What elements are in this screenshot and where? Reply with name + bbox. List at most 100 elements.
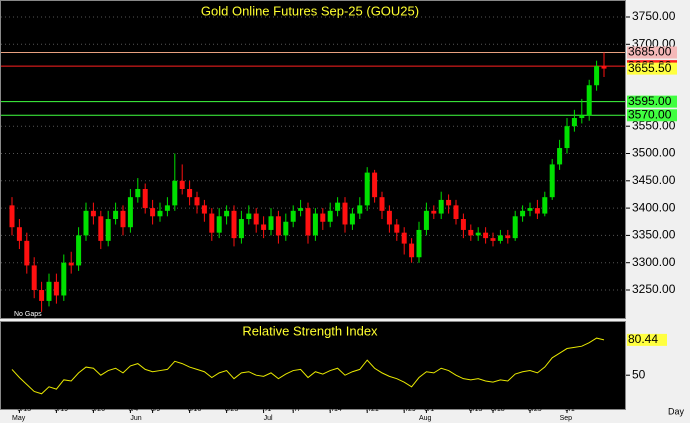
candle-body	[409, 243, 415, 258]
candle-body	[231, 210, 237, 239]
x-unit: Day	[668, 406, 685, 416]
level-label: 3685.00	[628, 45, 672, 59]
candle-body	[505, 235, 511, 239]
x-tick-label: 7/21	[365, 406, 379, 413]
y-tick-label: 3400.00	[632, 200, 676, 214]
candle-body	[179, 180, 185, 189]
candle-body	[401, 232, 407, 244]
candle-body	[253, 213, 259, 225]
candle-body	[571, 118, 577, 127]
candle-body	[312, 213, 318, 236]
level-label-bg	[627, 46, 677, 59]
x-tick-label: 5/26	[91, 406, 105, 413]
level-label: 3655.50	[628, 61, 672, 75]
rsi-tick-label: 50	[632, 367, 646, 381]
candle-body	[601, 66, 607, 69]
candle-body	[542, 197, 548, 214]
x-tick-label: 8/1	[424, 406, 434, 413]
candle-body	[201, 205, 207, 214]
x-tick-label: 5/19	[54, 406, 68, 413]
candle-body	[594, 66, 600, 86]
candle-body	[68, 262, 74, 266]
candle-body	[357, 205, 363, 214]
price-panel	[0, 0, 626, 319]
candle-body	[327, 210, 333, 222]
candle-body	[157, 210, 163, 217]
candle-body	[475, 232, 481, 236]
candle-body	[261, 224, 267, 230]
candle-body	[127, 197, 133, 228]
candle-body	[187, 188, 193, 198]
candle-body	[135, 188, 141, 198]
candle-body	[224, 210, 230, 217]
candle-body	[527, 208, 533, 211]
candle-body	[9, 205, 15, 228]
candle-body	[39, 290, 45, 301]
candle-body	[164, 205, 170, 211]
level-label: 3595.00	[628, 94, 672, 108]
candle-body	[335, 202, 341, 211]
month-label: May	[12, 415, 26, 422]
candle-body	[275, 216, 281, 236]
candle-body	[246, 213, 252, 220]
x-tick-label: 7/1	[262, 406, 272, 413]
candle-body	[53, 281, 59, 296]
candle-body	[46, 281, 52, 301]
y-tick-label: 3750.00	[632, 9, 676, 23]
candle-body	[460, 219, 466, 230]
x-tick-label: 7/14	[328, 406, 342, 413]
month-label: Jun	[130, 415, 141, 422]
rsi-last-label: 80.44	[628, 332, 658, 346]
candle-body	[372, 172, 378, 198]
candle-body	[290, 210, 296, 222]
candle-body	[446, 199, 452, 206]
month-label: Sep	[560, 415, 573, 422]
level-label-bg	[627, 109, 677, 122]
y-tick-label: 3450.00	[632, 173, 676, 187]
candle-body	[209, 213, 215, 233]
candle-body	[586, 85, 592, 116]
candle-body	[534, 208, 540, 214]
candle-body	[453, 205, 459, 220]
x-tick-label: 6/9	[151, 406, 161, 413]
month-label: Aug	[419, 415, 432, 422]
level-label-bg	[627, 95, 677, 108]
x-tick-label: 6/16	[188, 406, 202, 413]
candle-body	[238, 219, 244, 239]
candle-body	[98, 216, 104, 241]
candle-body	[105, 219, 111, 241]
candle-body	[216, 216, 222, 233]
candle-body	[120, 210, 126, 228]
candle-body	[24, 240, 30, 266]
candle-body	[394, 224, 400, 233]
candle-body	[431, 210, 437, 214]
y-tick-label: 3250.00	[632, 282, 676, 296]
y-tick-label: 3300.00	[632, 255, 676, 269]
x-tick-label: 8/13	[469, 406, 483, 413]
candle-body	[557, 148, 563, 165]
candle-body	[497, 235, 503, 241]
candle-body	[31, 265, 37, 290]
candle-body	[416, 229, 422, 258]
x-tick-label: 6/23	[225, 406, 239, 413]
rsi-last-bg	[627, 333, 667, 346]
month-label: Jul	[264, 415, 273, 422]
candle-body	[76, 235, 82, 266]
chart-title: Gold Online Futures Sep-25 (GOU25)	[201, 3, 419, 18]
candle-body	[490, 238, 496, 241]
candle-body	[320, 213, 326, 222]
candle-body	[268, 216, 274, 230]
candle-body	[423, 210, 429, 230]
x-tick-label: 7/29	[402, 406, 416, 413]
y-tick-label: 3550.00	[632, 118, 676, 132]
note: No Gaps	[14, 311, 42, 318]
candle-body	[305, 208, 311, 236]
candle-body	[283, 221, 289, 236]
x-tick-label: 8/18	[491, 406, 505, 413]
x-tick-label: 8/25	[528, 406, 542, 413]
candle-body	[349, 213, 355, 225]
y-tick-label: 3350.00	[632, 228, 676, 242]
x-tick-label: 9/1	[565, 406, 575, 413]
candle-body	[364, 172, 370, 206]
